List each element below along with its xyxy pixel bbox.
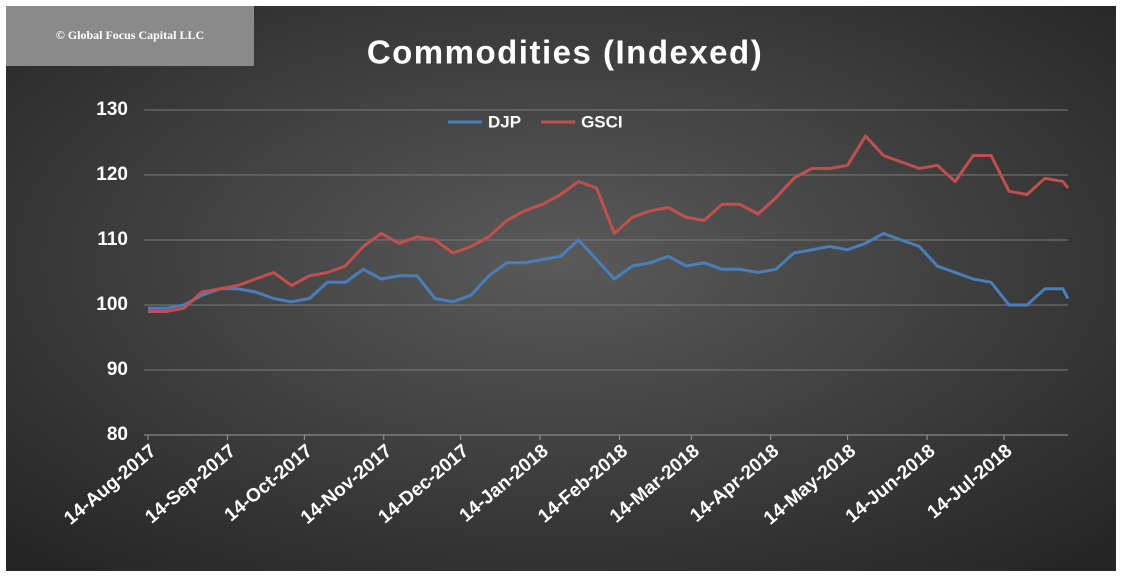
chart-title: Commodities (Indexed) (367, 34, 763, 71)
y-tick-label: 90 (107, 359, 128, 380)
watermark: © Global Focus Capital LLC (56, 28, 204, 42)
series-line (148, 232, 1070, 310)
y-tick-label: 120 (96, 164, 128, 185)
y-tick-label: 130 (96, 99, 128, 120)
y-tick-label: 100 (96, 294, 128, 315)
legend-label: DJP (488, 112, 521, 131)
watermark-box (6, 6, 254, 66)
series-line (148, 134, 1070, 313)
background (6, 6, 1116, 571)
legend-label: GSCI (581, 112, 623, 131)
y-tick-label: 80 (107, 424, 128, 445)
y-tick-label: 110 (97, 229, 128, 250)
